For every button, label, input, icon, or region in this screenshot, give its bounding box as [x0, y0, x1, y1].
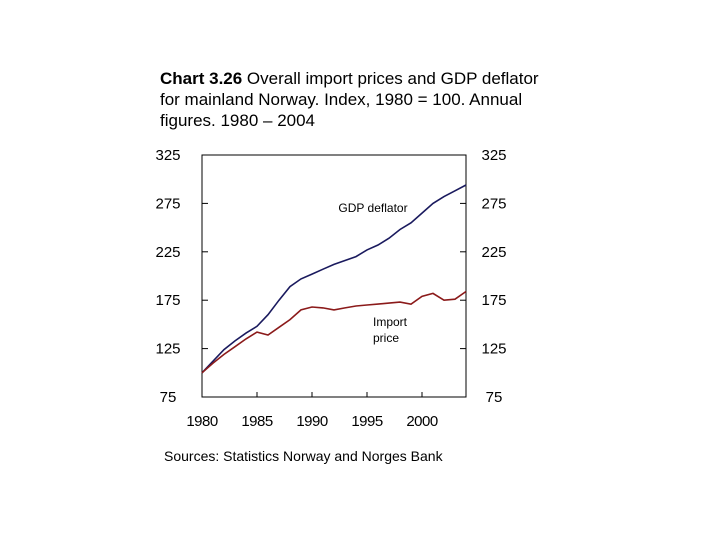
- y-tick-label-left: 175: [155, 292, 180, 309]
- chart-title-text: Overall import prices and GDP deflator f…: [160, 69, 539, 130]
- y-tick-label-left: 75: [160, 389, 177, 406]
- series-lines: [201, 184, 467, 374]
- annotation-gdp-deflator: GDP deflator: [338, 201, 407, 215]
- x-tick-labels: 1980 1985 1990 1995 2000: [186, 413, 438, 430]
- x-tick-label: 1995: [351, 413, 383, 430]
- y-tick-label-left: 275: [155, 195, 180, 212]
- series-annotations: GDP deflator Import price: [338, 201, 407, 345]
- chart-number: Chart 3.26: [160, 69, 243, 88]
- plot-border: [201, 154, 467, 398]
- chart-title: Chart 3.26 Overall import prices and GDP…: [160, 68, 540, 131]
- series-line-import-price: [201, 290, 467, 374]
- y-tick-label-right: 75: [486, 389, 503, 406]
- y-tick-label-right: 225: [481, 244, 506, 261]
- x-tick-label: 1990: [296, 413, 328, 430]
- x-tick-label: 2000: [406, 413, 438, 430]
- y-tick-label-right: 175: [481, 292, 506, 309]
- y-tick-label-left: 325: [155, 147, 180, 164]
- annotation-import-price-line1: Import: [373, 315, 408, 329]
- y-tick-label-right: 325: [481, 147, 506, 164]
- y-tick-label-left: 225: [155, 244, 180, 261]
- y-tick-label-right: 125: [481, 341, 506, 358]
- x-tick-label: 1980: [186, 413, 218, 430]
- y-tick-labels-left: 325 275 225 175 125 75: [155, 147, 180, 406]
- y-tick-label-right: 275: [481, 195, 506, 212]
- x-tick-label: 1985: [241, 413, 273, 430]
- y-tick-label-left: 125: [155, 341, 180, 358]
- plot-frame: [201, 154, 467, 398]
- series-line-gdp-deflator: [201, 184, 467, 374]
- source-note: Sources: Statistics Norway and Norges Ba…: [164, 448, 443, 464]
- annotation-import-price-line2: price: [373, 331, 399, 345]
- y-tick-labels-right: 325 275 225 175 125 75: [481, 147, 506, 406]
